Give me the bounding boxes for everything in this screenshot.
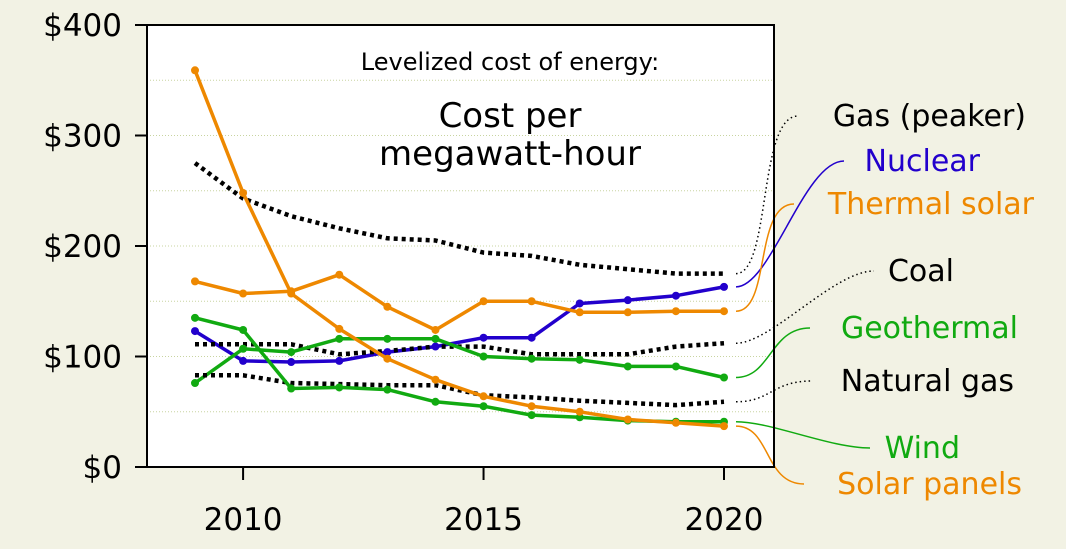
data-point-wind: [527, 411, 536, 420]
data-point-nuclear: [720, 282, 728, 291]
data-point-solar-panels: [720, 422, 728, 431]
data-point-nuclear: [287, 358, 296, 367]
series-label-solar-panels: Solar panels: [837, 467, 1022, 502]
series-label-wind: Wind: [885, 431, 960, 466]
y-tick-label: $200: [43, 229, 122, 265]
chart-subtitle-line-2: megawatt-hour: [379, 134, 641, 174]
series-labels: Gas (peaker) Nuclear Thermal solar Coal Geot…: [827, 99, 1035, 502]
data-point-geothermal: [287, 348, 296, 357]
chart-subtitle-line-1: Cost per: [439, 96, 582, 136]
data-point-nuclear: [527, 333, 536, 342]
grid-lines: [147, 79, 774, 413]
leader-line-solar-panels: [735, 425, 805, 485]
series-line-nuclear: [194, 285, 725, 364]
series-line-geothermal: [193, 337, 725, 385]
data-point-solar-panels: [239, 188, 248, 197]
data-point-geothermal: [623, 362, 632, 371]
data-point-nuclear: [671, 291, 680, 300]
data-point-wind: [191, 313, 199, 322]
data-point-wind: [383, 385, 392, 394]
data-point-nuclear: [479, 333, 488, 342]
leader-line-coal: [735, 270, 875, 344]
series-label-nuclear: Nuclear: [865, 144, 981, 179]
data-point-solar-panels: [623, 415, 632, 424]
data-point-solar-panels: [431, 375, 440, 384]
data-point-solar-panels: [191, 66, 199, 75]
series-line-thermal-solar: [194, 272, 724, 332]
data-point-geothermal: [479, 352, 488, 361]
series-line-natural-gas: [195, 373, 725, 408]
data-point-geothermal: [527, 354, 536, 363]
series-label-coal: Coal: [888, 254, 954, 289]
data-point-nuclear: [191, 327, 199, 336]
x-axis: 2010 2015 2020: [204, 467, 764, 538]
data-point-geothermal: [431, 334, 440, 343]
series-line-gas-peaker: [193, 161, 724, 276]
leader-line-geothermal: [735, 327, 811, 379]
data-point-thermal-solar: [623, 308, 632, 317]
data-point-thermal-solar: [479, 297, 488, 306]
series-lines: [193, 69, 725, 428]
data-point-nuclear: [623, 296, 632, 305]
data-point-thermal-solar: [720, 307, 728, 316]
data-point-thermal-solar: [191, 277, 199, 286]
data-point-nuclear: [239, 356, 248, 365]
data-point-wind: [575, 413, 584, 422]
data-point-wind: [287, 384, 296, 393]
data-point-wind: [335, 383, 344, 392]
data-point-geothermal: [191, 379, 199, 388]
data-point-solar-panels: [287, 289, 296, 298]
data-point-thermal-solar: [527, 297, 536, 306]
y-axis: $0 $100 $200 $300 $400: [43, 8, 147, 486]
data-point-nuclear: [575, 299, 584, 308]
x-tick-label: 2010: [204, 502, 283, 538]
data-point-solar-panels: [575, 407, 584, 416]
data-point-solar-panels: [479, 392, 488, 401]
data-point-thermal-solar: [431, 325, 440, 334]
series-label-gas-peaker: Gas (peaker): [833, 99, 1026, 134]
leader-line-wind: [735, 420, 871, 449]
data-point-wind: [479, 402, 488, 411]
data-point-thermal-solar: [383, 302, 392, 311]
data-point-solar-panels: [383, 354, 392, 363]
data-point-geothermal: [239, 344, 248, 353]
y-tick-label: $0: [83, 450, 122, 486]
leader-line-nuclear: [735, 160, 845, 288]
data-point-nuclear: [335, 356, 344, 365]
series-label-natural-gas: Natural gas: [841, 364, 1014, 399]
data-point-geothermal: [671, 362, 680, 371]
series-label-thermal-solar: Thermal solar: [827, 187, 1035, 222]
y-tick-label: $100: [43, 340, 122, 376]
x-tick-label: 2020: [685, 502, 764, 538]
series-label-geothermal: Geothermal: [841, 311, 1018, 346]
data-point-wind: [431, 397, 440, 406]
data-point-thermal-solar: [671, 307, 680, 316]
data-point-nuclear: [431, 342, 440, 351]
data-point-solar-panels: [527, 402, 536, 411]
data-point-geothermal: [383, 334, 392, 343]
data-point-wind: [239, 325, 248, 334]
data-point-thermal-solar: [335, 270, 344, 279]
chart-title: Levelized cost of energy:: [361, 48, 659, 76]
data-point-solar-panels: [671, 418, 680, 427]
x-tick-label: 2015: [444, 502, 523, 538]
label-leader-lines: [735, 115, 875, 485]
leader-line-thermal-solar: [735, 203, 795, 312]
data-point-geothermal: [335, 334, 344, 343]
data-point-thermal-solar: [575, 308, 584, 317]
data-point-geothermal: [720, 373, 728, 382]
leader-line-natural-gas: [735, 380, 813, 403]
data-point-geothermal: [575, 355, 584, 364]
data-point-thermal-solar: [239, 289, 248, 298]
series-line-solar-panels: [193, 69, 725, 428]
y-tick-label: $300: [43, 119, 122, 155]
data-point-nuclear: [383, 348, 392, 357]
data-point-solar-panels: [335, 324, 344, 333]
series-markers: [191, 66, 728, 431]
y-tick-label: $400: [43, 8, 122, 44]
